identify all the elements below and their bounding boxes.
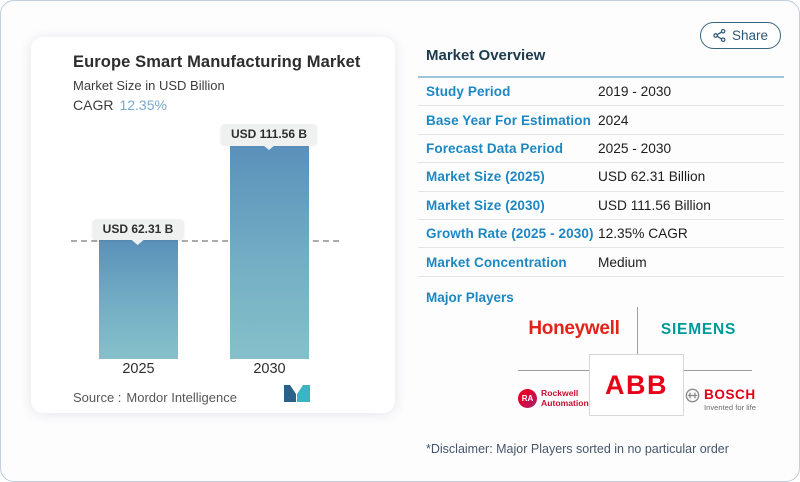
mordor-intelligence-logo-icon <box>284 385 310 402</box>
row-value: 2019 - 2030 <box>598 84 672 100</box>
players-connector-vertical <box>637 307 638 354</box>
cagr-label: CAGR <box>73 97 114 113</box>
row-label: Market Size (2025) <box>426 169 545 185</box>
table-row: Market Concentration Medium <box>418 248 784 277</box>
bar-2030 <box>230 146 309 359</box>
source-line: Source : Mordor Intelligence <box>73 390 237 405</box>
table-row: Forecast Data Period 2025 - 2030 <box>418 135 784 164</box>
bosch-wordmark: BOSCH <box>704 387 756 402</box>
rockwell-automation-logo: RA Rockwell Automation <box>518 388 589 408</box>
bosch-logo: BOSCH Invented for life <box>685 387 756 412</box>
row-label: Growth Rate (2025 - 2030) <box>426 226 594 242</box>
cagr-line: CAGR 12.35% <box>73 97 167 113</box>
row-value: 12.35% CAGR <box>598 226 688 242</box>
row-value: Medium <box>598 254 647 270</box>
rockwell-line2: Automation <box>541 397 589 408</box>
x-axis-label-2030: 2030 <box>253 361 286 377</box>
share-button[interactable]: Share <box>700 22 781 49</box>
bosch-emblem-icon <box>685 388 700 403</box>
honeywell-logo: Honeywell <box>528 318 620 339</box>
row-label: Forecast Data Period <box>426 140 564 156</box>
reference-dashed-line <box>71 240 339 242</box>
disclaimer-text: *Disclaimer: Major Players sorted in no … <box>426 442 729 456</box>
overview-heading-underline <box>418 76 784 78</box>
row-label: Study Period <box>426 84 511 100</box>
row-label: Market Size (2030) <box>426 197 545 213</box>
abb-logo: ABB <box>605 369 668 400</box>
players-connector-left <box>518 370 589 371</box>
source-label: Source : <box>73 390 122 405</box>
chart-card: Europe Smart Manufacturing Market Market… <box>31 37 395 413</box>
table-row: Market Size (2030) USD 111.56 Billion <box>418 192 784 220</box>
overview-table: Study Period 2019 - 2030 Base Year For E… <box>418 78 784 277</box>
row-value: USD 62.31 Billion <box>598 169 706 185</box>
siemens-logo: SIEMENS <box>660 321 737 338</box>
cagr-value: 12.35% <box>119 97 167 113</box>
rockwell-line1: Rockwell <box>541 388 579 399</box>
row-label: Base Year For Estimation <box>426 112 591 128</box>
row-value: 2025 - 2030 <box>598 140 672 156</box>
rockwell-badge-icon: RA <box>518 389 537 408</box>
bosch-tagline: Invented for life <box>704 403 756 412</box>
overview-heading: Market Overview <box>426 47 546 64</box>
table-row: Growth Rate (2025 - 2030) 12.35% CAGR <box>418 220 784 249</box>
value-label-2025: USD 62.31 B <box>92 219 184 240</box>
players-connector-right <box>684 370 752 371</box>
source-value: Mordor Intelligence <box>126 390 237 405</box>
chart-title: Europe Smart Manufacturing Market <box>73 53 361 71</box>
share-icon <box>713 29 726 42</box>
rockwell-logo-text: Rockwell Automation <box>541 388 589 408</box>
x-axis-label-2025: 2025 <box>122 361 155 377</box>
row-value: 2024 <box>598 112 629 128</box>
table-row: Base Year For Estimation 2024 <box>418 106 784 135</box>
row-label: Market Concentration <box>426 254 567 270</box>
table-row: Study Period 2019 - 2030 <box>418 78 784 107</box>
row-value: USD 111.56 Billion <box>598 197 711 213</box>
major-players-label: Major Players <box>426 290 514 305</box>
value-label-2030: USD 111.56 B <box>220 124 318 145</box>
chart-subtitle: Market Size in USD Billion <box>73 78 225 93</box>
bar-2025 <box>99 240 178 359</box>
share-button-label: Share <box>731 28 769 43</box>
table-row: Market Size (2025) USD 62.31 Billion <box>418 163 784 192</box>
abb-logo-box: ABB <box>589 354 684 416</box>
